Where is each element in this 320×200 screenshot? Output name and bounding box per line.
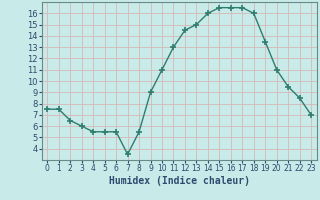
X-axis label: Humidex (Indice chaleur): Humidex (Indice chaleur) [109, 176, 250, 186]
